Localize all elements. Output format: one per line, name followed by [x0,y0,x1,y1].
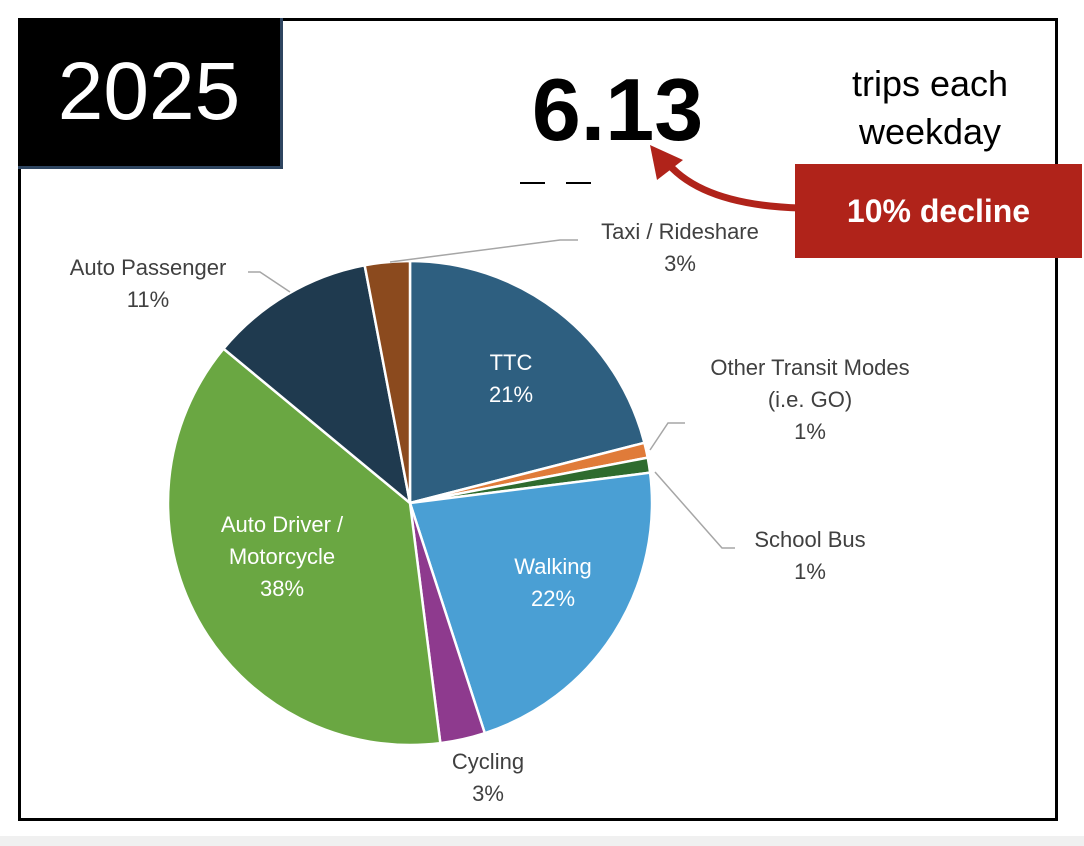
category-label: Other Transit Modes (i.e. GO) [710,355,910,412]
footer-strip [0,836,1084,846]
year: 2025 [57,46,241,137]
change: 10% decline [846,192,1031,229]
category-label: School Bus [754,527,866,552]
value-label: 1% [794,419,826,444]
category-label: Walking [514,554,592,579]
pie-slice [166,346,442,747]
leader-line [649,422,685,451]
slice-label: School Bus 1% [730,524,890,588]
pie-slice [221,263,412,507]
slice-label: TTC 21% [431,347,591,411]
value-label: 1% [794,559,826,584]
pie-slice [408,259,646,505]
category-label: Auto Passenger [69,255,227,280]
category-label: Auto Driver / Motorcycle [220,512,344,569]
frame [18,18,1058,821]
value-label: 22% [530,586,576,611]
arrow-head [650,145,683,180]
value-label: 38% [259,576,305,601]
value-label: 3% [472,781,504,806]
slice-label: Other Transit Modes (i.e. GO) 1% [700,352,920,448]
headline-value: 6.13 [531,60,704,159]
slice-label: Auto Driver / Motorcycle 38% [192,509,372,605]
year-box: 2025 [18,18,283,169]
slice-label: Walking 22% [463,551,643,615]
slice-label: Auto Passenger 11% [38,252,258,316]
pie-slice [408,471,654,735]
category-label: TTC [489,350,533,375]
change-box: 10% decline [795,164,1082,258]
value-label: 21% [488,382,534,407]
arrow [662,157,801,212]
category-label: Cycling [451,749,525,774]
pie-slice [363,259,412,504]
value-label: 3% [664,251,696,276]
category-label: Taxi / Rideshare [601,219,759,244]
leader-line [654,471,735,549]
leader-line [389,239,578,263]
slice-label: Cycling 3% [408,746,568,810]
value-label: 11% [126,287,170,312]
headline-unit: trips each weekday [851,63,1009,152]
leader-line [248,271,291,293]
slice-label: Taxi / Rideshare 3% [570,216,790,280]
